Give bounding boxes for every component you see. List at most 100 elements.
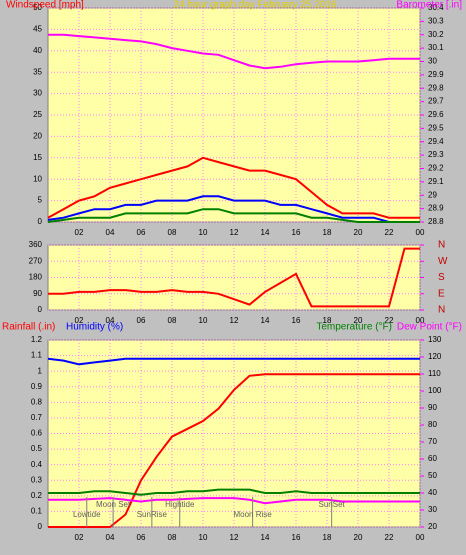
x-tick-label: 18 [323,228,332,237]
y2-tick-label: 120 [428,352,442,361]
event-label: SunRise [137,510,168,519]
x-tick-label: 04 [106,228,115,237]
x-tick-label: 20 [354,316,363,325]
x-tick-label: 12 [230,228,239,237]
y2-tick-label: 110 [428,369,441,378]
y2-tick-label: E [438,288,445,299]
x-tick-label: 02 [75,316,84,325]
y-tick-label: 10 [33,174,42,183]
x-tick-label: 16 [292,228,301,237]
y2-tick-label: 100 [428,386,442,395]
x-tick-label: 06 [137,533,146,542]
series-line [47,156,420,219]
y-tick-label: 35 [33,67,42,76]
x-tick-label: 22 [385,533,394,542]
y-tick-label: 40 [33,46,42,55]
x-tick-label: 20 [354,228,363,237]
event-label: Moon Set [96,500,131,509]
y-tick-label: 30 [33,89,42,98]
series-name: Temperature (°F) [316,322,392,333]
series-line [48,488,420,496]
x-tick-label: 00 [416,228,425,237]
series-line [47,208,420,223]
series-line [48,247,420,308]
x-tick-label: 08 [168,533,177,542]
y2-tick-label: 28.9 [428,204,444,213]
series-line [48,373,420,528]
y2-tick-label: 28.8 [428,217,444,226]
y-tick-label: 20 [33,132,42,141]
x-tick-label: 14 [261,316,270,325]
y-tick-label: 0.9 [31,382,43,391]
y2-tick-label: 29.4 [428,137,444,146]
series-name: Rainfall (.in) [2,322,55,333]
y2-tick-label: 29.2 [428,164,444,173]
series-name: Humidity (%) [66,322,123,333]
y2-tick-label: 30.1 [428,43,444,52]
y2-tick-label: 80 [428,420,437,429]
y-tick-label: 5 [38,196,43,205]
x-tick-label: 12 [230,316,239,325]
event-label: Lowtide [73,510,101,519]
y-axis-title: Windspeed [mph] [6,0,84,11]
y2-tick-label: 29.6 [428,110,444,119]
y2-tick-label: 30 [428,57,437,66]
y-tick-label: 0 [38,217,43,226]
y2-tick-label: 29.3 [428,150,444,159]
y-tick-label: 270 [29,256,43,265]
y2-tick-label: 20 [428,522,437,531]
y2-tick-label: 40 [428,488,437,497]
y-tick-label: 0.8 [31,397,43,406]
x-tick-label: 20 [354,533,363,542]
y2-tick-label: N [438,305,445,316]
y-tick-label: 0.3 [31,475,43,484]
y-tick-label: 0.7 [31,413,43,422]
x-tick-label: 18 [323,316,332,325]
y2-tick-label: 29.5 [428,123,444,132]
y2-tick-label: 90 [428,403,437,412]
y-tick-label: 0 [38,522,43,531]
series-line [47,195,420,223]
y2-tick-label: 30.2 [428,30,444,39]
y2-tick-label: 29 [428,190,437,199]
x-tick-label: 04 [106,316,115,325]
y-tick-label: 0.1 [31,507,43,516]
y-tick-label: 360 [29,240,43,249]
x-tick-label: 22 [385,228,394,237]
x-tick-label: 00 [416,316,425,325]
x-tick-label: 14 [261,228,270,237]
y-tick-label: 0.2 [31,491,43,500]
y-tick-label: 50 [33,3,42,12]
x-tick-label: 02 [75,533,84,542]
x-tick-label: 16 [292,316,301,325]
x-tick-label: 08 [168,316,177,325]
x-tick-label: 10 [199,228,208,237]
x-tick-label: 06 [137,228,146,237]
series-line [48,497,420,505]
event-label: Hightide [165,500,195,509]
y-tick-label: 1.1 [31,351,43,360]
x-tick-label: 18 [323,533,332,542]
x-tick-label: 00 [416,533,425,542]
x-tick-label: 10 [199,316,208,325]
y-tick-label: 1.2 [31,335,43,344]
y2-tick-label: 60 [428,454,437,463]
x-tick-label: 08 [168,228,177,237]
series-line [48,33,420,70]
y2-tick-label: 70 [428,437,437,446]
y2-tick-label: W [438,256,448,267]
y2-tick-label: 50 [428,471,437,480]
y-tick-label: 0.5 [31,444,43,453]
y-tick-label: 90 [33,289,42,298]
y-tick-label: 180 [29,273,43,282]
series-line [47,357,420,366]
x-tick-label: 06 [137,316,146,325]
y2-tick-label: 29.9 [428,70,444,79]
y2-tick-label: 30 [428,505,437,514]
y2-tick-label: 30.3 [428,16,444,25]
y-tick-label: 25 [33,110,42,119]
y2-tick-label: N [438,240,445,251]
y2-tick-label: 30.4 [428,3,444,12]
y-tick-label: 0 [38,305,43,314]
